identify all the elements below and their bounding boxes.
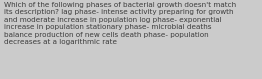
Text: Which of the following phases of bacterial growth doesn't match
its description?: Which of the following phases of bacteri…	[4, 2, 236, 45]
